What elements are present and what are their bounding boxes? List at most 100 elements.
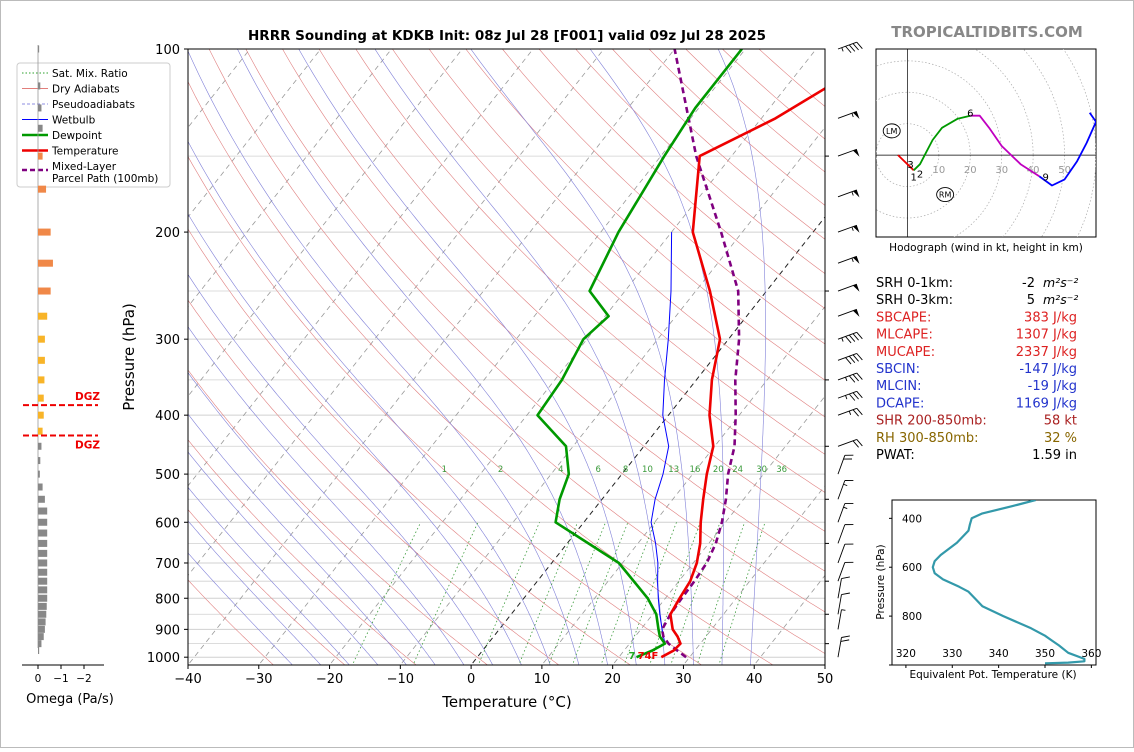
omega-tick-label: 0 [35,673,42,685]
omega-bar [38,530,47,537]
omega-xlabel: Omega (Pa/s) [26,692,114,707]
legend-label: Parcel Path (100mb) [52,173,158,185]
omega-tick-label: −2 [76,673,91,685]
x-tick-label: 20 [604,672,621,687]
hodograph-height-label: 6 [967,109,973,120]
omega-bar [38,471,40,478]
surface-dewpoint-label: 7 [629,651,636,662]
parameter-value: 58 kt [1044,414,1077,429]
dgz-bottom-label: DGZ [75,439,100,451]
parameter-value: 32 % [1044,431,1077,446]
thetae-y-tick-label: 600 [902,562,922,574]
omega-bar [38,104,41,111]
omega-bar [38,357,45,364]
omega-bar [38,412,44,419]
omega-bar [38,313,47,320]
parameter-value: 1.59 in [1032,448,1077,463]
parameter-label: DCAPE: [876,396,924,411]
x-tick-label: −10 [387,672,414,687]
omega-bar [38,640,41,647]
x-tick-label: 10 [534,672,551,687]
y-tick-label: 800 [155,592,180,607]
omega-bar [38,550,47,557]
omega-bar [38,603,47,610]
parameter-row: RH 300-850mb: 32 % [876,431,1077,446]
x-tick-label: −30 [245,672,272,687]
thetae-x-tick-label: 320 [896,648,916,660]
thetae-x-tick-label: 340 [989,648,1009,660]
mixing-ratio-label: 16 [690,465,701,475]
skewt-ylabel: Pressure (hPa) [120,303,138,411]
skewt-xlabel: Temperature (°C) [441,693,571,711]
omega-bar [38,496,45,503]
omega-bar [38,508,47,515]
parameter-label: SRH 0-1km: [876,276,953,291]
mixing-ratio-label: 2 [498,465,503,475]
hodograph-frame [876,49,1096,237]
parameter-label: MLCIN: [876,379,921,394]
omega-bar [38,595,47,602]
x-tick-label: −40 [174,672,201,687]
parameter-label: SRH 0-3km: [876,293,953,308]
parameter-row: SHR 200-850mb:58 kt [876,414,1077,429]
hodograph-ring-label: 20 [964,165,977,176]
legend-label: Pseudoadiabats [52,99,135,111]
thetae-x-tick-label: 350 [1035,648,1055,660]
hodograph-ring-label: 30 [995,165,1008,176]
x-tick-label: 50 [817,672,834,687]
legend-label: Temperature [51,146,119,158]
parameter-label: RH 300-850mb: [876,431,979,446]
omega-bar [38,125,43,132]
mixing-ratio-label: 10 [642,465,653,475]
storm-motion-label: LM [886,127,897,136]
omega-bar [38,376,44,383]
omega-bar [38,569,47,576]
omega-bar [38,647,39,654]
watermark: TROPICALTIDBITS.COM [891,23,1083,41]
parameter-label: SBCAPE: [876,310,931,325]
omega-bar [38,288,51,295]
x-tick-label: 0 [467,672,475,687]
omega-bar [38,186,46,193]
omega-bar [38,611,46,618]
omega-bar [38,457,40,464]
mixing-ratio-label: 30 [756,465,767,475]
x-tick-label: −20 [316,672,343,687]
thetae-y-tick-label: 800 [902,611,922,623]
hodograph-ring-label: 10 [932,165,945,176]
thetae-frame [892,500,1096,665]
omega-bar [38,626,45,633]
thetae-x-tick-label: 360 [1081,648,1101,660]
parameter-label: MLCAPE: [876,328,933,343]
y-tick-label: 700 [155,557,180,572]
chart-title: HRRR Sounding at KDKB Init: 08z Jul 28 [… [248,28,766,44]
storm-motion-label: RM [939,191,952,200]
y-tick-label: 300 [155,333,180,348]
legend-label: Mixed-Layer [52,161,117,173]
legend-label: Sat. Mix. Ratio [52,68,128,80]
thetae-x-tick-label: 330 [942,648,962,660]
parameter-value: 1307 J/kg [1016,328,1077,343]
y-tick-label: 100 [155,43,180,58]
thetae-xlabel: Equivalent Pot. Temperature (K) [909,669,1076,681]
legend-label: Dewpoint [52,130,102,142]
omega-bar [38,586,47,593]
y-tick-label: 500 [155,468,180,483]
omega-bar [38,395,44,402]
omega-bar [38,559,47,566]
omega-bar [38,578,47,585]
mixing-ratio-label: 1 [442,465,447,475]
omega-bar [38,618,46,625]
omega-bar [38,82,40,89]
omega-bar [38,483,43,490]
parameter-value: 1169 J/kg [1016,396,1077,411]
omega-bar [38,153,43,160]
mixing-ratio-label: 36 [776,465,787,475]
surface-temperature-label: 74F [638,651,659,662]
thetae-y-tick-label: 400 [902,513,922,525]
y-tick-label: 400 [155,409,180,424]
omega-bar [38,229,51,236]
parameter-value: -2 [1022,276,1035,291]
omega-bar [38,540,47,547]
